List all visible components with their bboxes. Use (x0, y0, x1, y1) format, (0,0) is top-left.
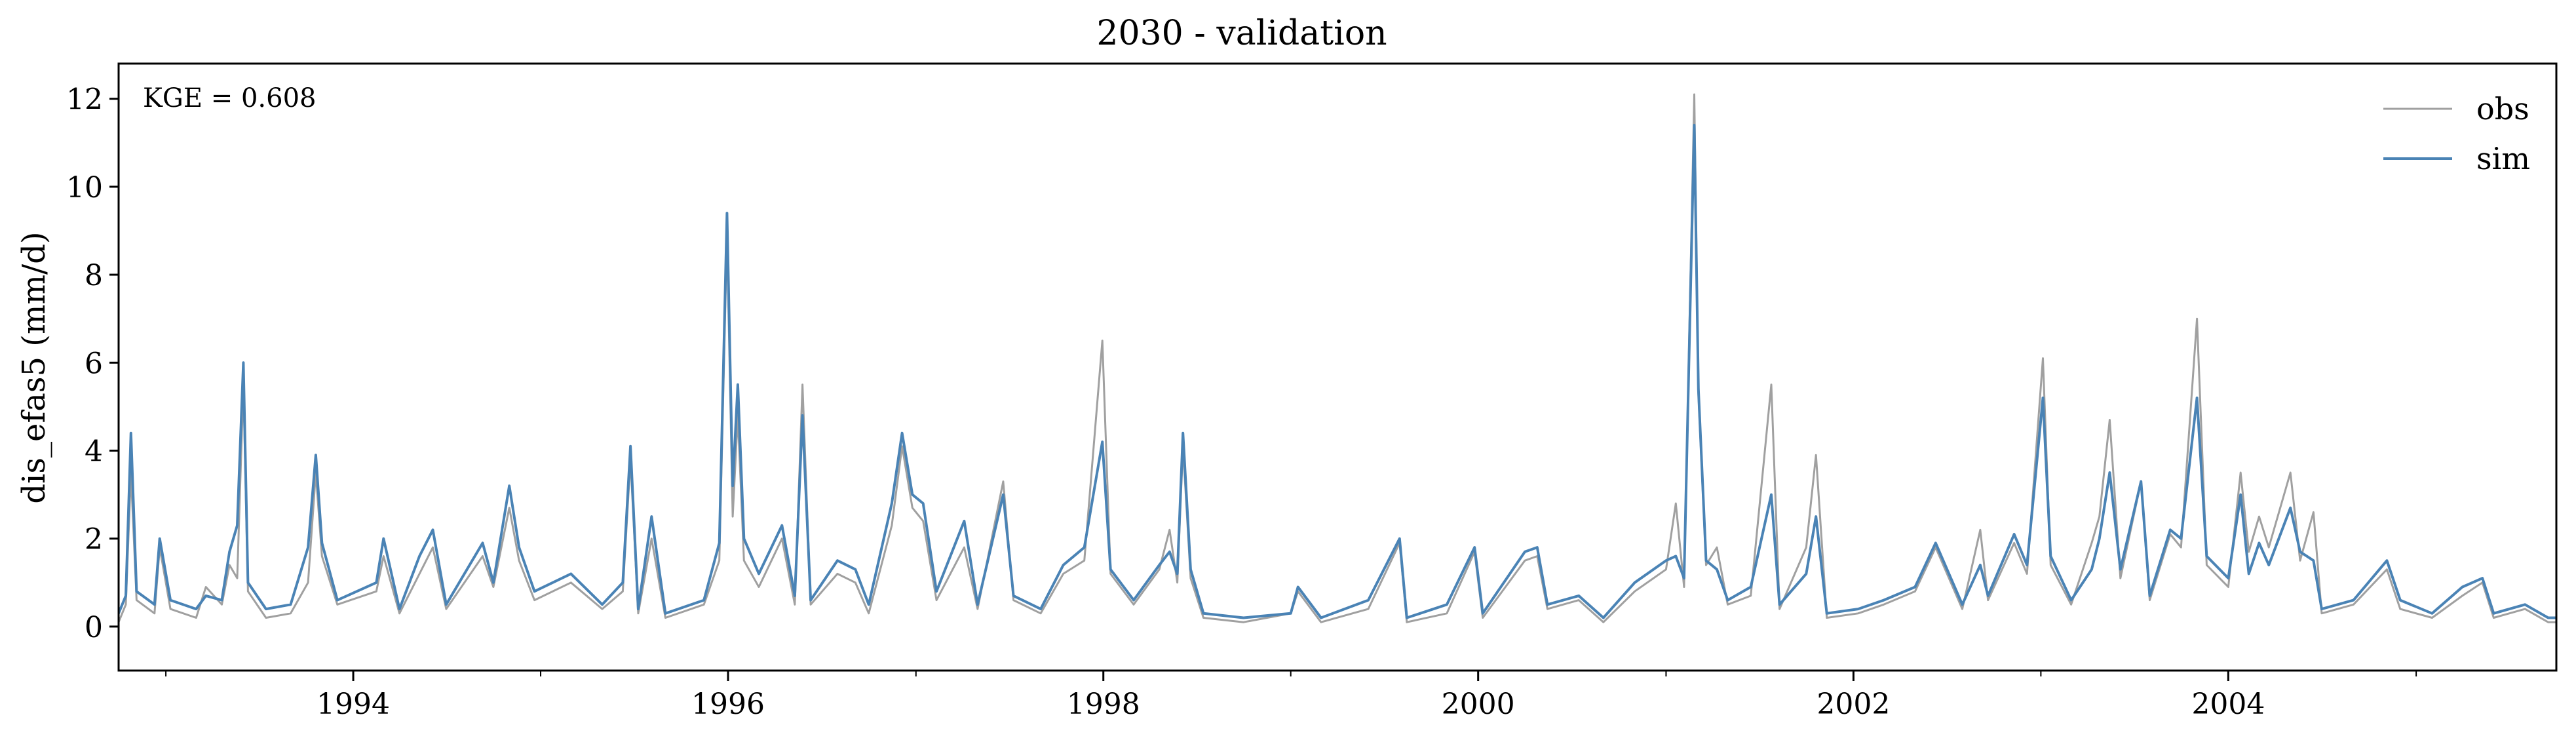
series-line-obs (119, 93, 2556, 623)
legend-label-obs: obs (2476, 91, 2529, 127)
x-tick-label: 1994 (317, 688, 390, 721)
y-tick-label: 2 (85, 523, 103, 556)
y-tick-label: 6 (85, 347, 103, 380)
y-tick-label: 10 (66, 171, 103, 205)
x-tick-label: 2004 (2191, 688, 2265, 721)
plot-frame (117, 62, 2558, 672)
y-tick-label: 12 (66, 83, 103, 117)
y-tick-label: 0 (85, 611, 103, 644)
chart-title: 2030 - validation (1096, 14, 1387, 53)
x-tick-label: 1998 (1067, 688, 1140, 721)
plot-area (119, 93, 2556, 623)
y-tick-label: 4 (85, 435, 103, 468)
x-tick-label: 2002 (1817, 688, 1890, 721)
y-tick-label: 8 (85, 259, 103, 292)
y-axis: 0 2 4 6 8 10 12 (66, 83, 119, 644)
kge-annotation: KGE = 0.608 (143, 83, 317, 113)
x-axis: 1994 1996 1998 2000 2002 2004 (165, 671, 2417, 721)
series-layer (119, 93, 2556, 623)
legend-label-sim: sim (2476, 141, 2530, 176)
legend: obs sim (2383, 91, 2530, 176)
y-axis-label: dis_efas5 (mm/d) (16, 231, 52, 503)
series-line-sim (119, 123, 2556, 619)
x-tick-label: 2000 (1442, 688, 1515, 721)
x-tick-label: 1996 (691, 688, 765, 721)
